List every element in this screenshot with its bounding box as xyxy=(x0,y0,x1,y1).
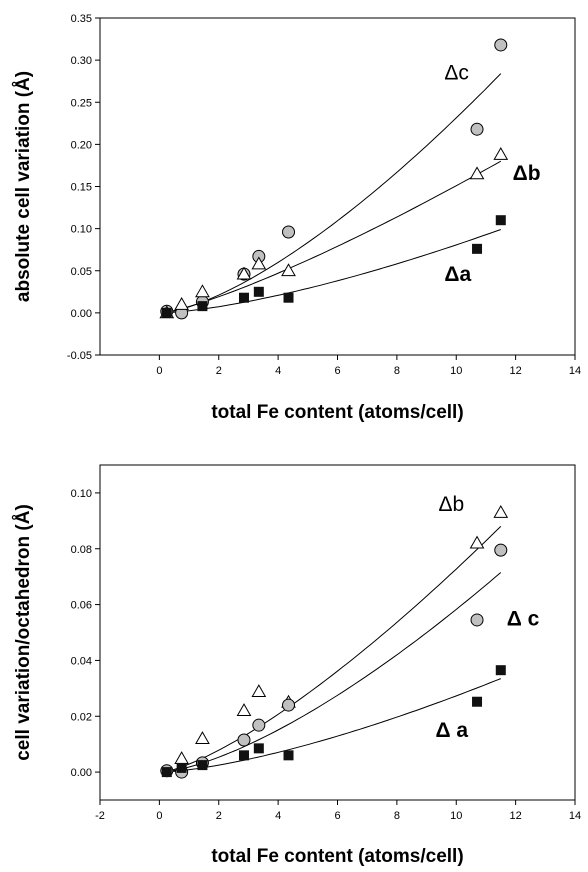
data-point-triangle xyxy=(174,751,190,765)
fit-curve-triangle xyxy=(162,160,502,314)
x-tick-label: 10 xyxy=(450,365,462,377)
data-point-square xyxy=(472,696,483,707)
y-tick-label: 0.10 xyxy=(71,224,92,236)
chart-absolute-cell-variation: 0 2 4 6 8 10 12 14 -0.05 0.00 0.05 0.10 0.15 0.20 0.25… xyxy=(0,0,588,430)
data-point-triangle xyxy=(174,296,190,310)
data-point-triangle xyxy=(493,146,509,160)
series-annotation: Δ c xyxy=(507,608,540,631)
data-point-triangle xyxy=(469,535,485,549)
y-tick-label: 0.05 xyxy=(71,266,92,278)
data-point-square xyxy=(161,767,172,778)
series-annotation: Δc xyxy=(444,62,469,85)
data-point-triangle xyxy=(281,263,296,277)
data-point-triangle xyxy=(236,266,252,280)
y-tick-label: 0.00 xyxy=(71,767,92,779)
y-axis-label: cell variation/octahedron (Å) xyxy=(13,504,34,761)
x-tick-label: 8 xyxy=(394,365,400,377)
data-point-square xyxy=(197,760,208,771)
data-point-circle xyxy=(252,718,266,732)
plot-area xyxy=(99,17,576,356)
fit-curve-square xyxy=(162,678,501,773)
x-tick-label: 2 xyxy=(216,810,222,822)
y-tick-label: 0.02 xyxy=(71,711,92,723)
x-tick-label: 14 xyxy=(569,810,581,822)
x-tick-label: 8 xyxy=(394,810,400,822)
data-point-circle xyxy=(494,38,508,52)
chart-svg-bottom: -2 0 2 4 6 8 10 12 14 0.00 0.02 0.04 0.06 0.08 0.10 Δb… xyxy=(13,464,581,867)
data-point-triangle xyxy=(251,256,267,270)
data-point-square xyxy=(253,286,264,297)
x-tick-label: 10 xyxy=(450,810,462,822)
x-tick-label: 12 xyxy=(510,810,522,822)
y-tick-label: -0.05 xyxy=(67,350,92,362)
series-annotation: Δ a xyxy=(435,719,468,742)
data-point-circle xyxy=(282,698,296,712)
data-point-square xyxy=(253,743,264,754)
data-point-square xyxy=(161,307,172,318)
data-point-square xyxy=(495,215,506,226)
data-point-circle xyxy=(470,613,484,627)
x-axis-label: total Fe content (atoms/cell) xyxy=(211,402,463,423)
data-point-triangle xyxy=(195,284,210,298)
y-tick-label: 0.10 xyxy=(71,488,92,500)
data-point-square xyxy=(197,301,208,312)
y-tick-label: 0.20 xyxy=(71,139,92,151)
fit-curve-square xyxy=(162,229,501,314)
data-point-circle xyxy=(282,225,296,239)
y-tick-label: 0.30 xyxy=(71,55,92,67)
data-point-circle xyxy=(237,733,251,747)
x-tick-label: 0 xyxy=(156,810,162,822)
fit-curve-circle xyxy=(162,73,502,314)
data-point-circle xyxy=(470,122,484,136)
y-tick-label: 0.06 xyxy=(71,600,92,612)
data-point-circle xyxy=(494,543,508,557)
y-axis-label: absolute cell variation (Å) xyxy=(13,71,34,302)
series-annotation: Δb xyxy=(513,162,541,185)
fit-curve-triangle xyxy=(162,526,502,773)
y-tick-label: 0.15 xyxy=(71,182,92,194)
series-annotation: Δa xyxy=(444,263,471,286)
data-point-square xyxy=(283,750,294,761)
y-tick-label: 0.00 xyxy=(71,308,92,320)
data-point-triangle xyxy=(236,703,252,717)
data-point-triangle xyxy=(195,731,210,744)
data-point-square xyxy=(472,243,483,254)
x-tick-label: 12 xyxy=(510,365,522,377)
data-point-square xyxy=(238,292,249,303)
y-tick-label: 0.08 xyxy=(71,544,92,556)
data-point-square xyxy=(495,665,506,676)
data-point-triangle xyxy=(469,166,485,180)
x-axis-label: total Fe content (atoms/cell) xyxy=(211,846,463,867)
x-tick-label: 4 xyxy=(275,365,281,377)
x-tick-label: 6 xyxy=(334,365,340,377)
y-tick-label: 0.25 xyxy=(71,97,92,109)
data-point-square xyxy=(176,762,187,773)
data-point-square xyxy=(283,292,294,303)
x-tick-label: -2 xyxy=(95,810,105,822)
chart-cell-variation-octahedron: -2 0 2 4 6 8 10 12 14 0.00 0.02 0.04 0.06 0.08 0.10 Δb… xyxy=(0,430,588,867)
data-point-triangle xyxy=(251,684,267,698)
data-point-triangle xyxy=(493,504,509,518)
data-point-square xyxy=(238,750,249,761)
x-tick-label: 6 xyxy=(334,810,340,822)
x-tick-label: 0 xyxy=(156,365,162,377)
chart-svg-top: 0 2 4 6 8 10 12 14 -0.05 0.00 0.05 0.10 0.15 0.20 0.25… xyxy=(13,13,581,423)
series-annotation: Δb xyxy=(438,493,464,516)
y-tick-label: 0.04 xyxy=(71,655,92,667)
fit-curve-circle xyxy=(162,572,502,773)
x-tick-label: 14 xyxy=(569,365,581,377)
y-tick-label: 0.35 xyxy=(71,13,92,25)
x-tick-label: 2 xyxy=(216,365,222,377)
x-tick-label: 4 xyxy=(275,810,281,822)
